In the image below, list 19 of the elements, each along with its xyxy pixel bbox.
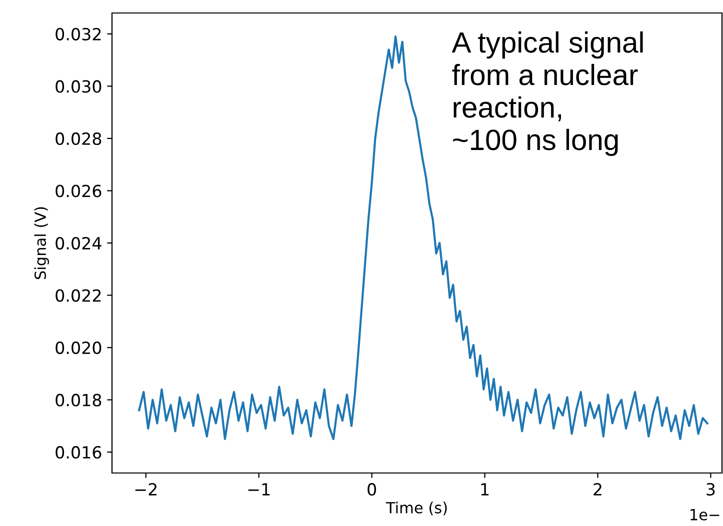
y-tick-label: 0.016 [56,446,102,459]
x-tick-label: −1 [248,483,270,496]
y-tick-label: 0.028 [56,132,102,146]
x-axis-title: Time (s) [386,502,447,516]
y-tick-label: 0.018 [56,394,102,406]
y-axis-title: Signal (V) [34,207,50,280]
y-tick-label: 0.032 [56,28,101,40]
y-tick-label: 0.022 [56,289,101,302]
x-tick-label: 0 [368,483,376,496]
x-tick-label: 1 [481,483,489,496]
y-tick-label: 0.030 [56,80,102,93]
annotation: A typical signal from a nuclear reaction, ~100 ns long [452,31,643,156]
text: 1e− [690,509,720,520]
x-tick-label: 2 [594,483,602,496]
y-tick-label: 0.026 [56,184,102,198]
y-tick-label: 0.020 [56,342,102,354]
y-tick-label: 0.024 [56,236,102,250]
x-tick-label: 3 [706,483,715,496]
x-tick-label: −2 [135,483,157,496]
